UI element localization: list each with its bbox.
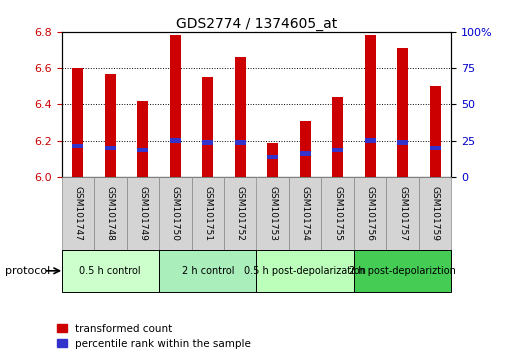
Bar <box>300 121 311 177</box>
Bar <box>137 101 148 177</box>
Bar <box>105 146 116 150</box>
Bar <box>267 143 279 177</box>
Text: 2 h control: 2 h control <box>182 266 234 276</box>
Bar <box>137 148 148 152</box>
Bar <box>62 177 94 250</box>
Text: GSM101751: GSM101751 <box>203 186 212 241</box>
Bar <box>159 177 191 250</box>
Bar <box>332 148 343 152</box>
Bar <box>256 177 289 250</box>
Bar <box>72 68 84 177</box>
Bar <box>202 140 213 145</box>
Bar <box>300 151 311 156</box>
Bar <box>397 140 408 145</box>
Bar <box>332 97 343 177</box>
Text: GSM101756: GSM101756 <box>366 186 374 241</box>
Bar <box>419 177 451 250</box>
Text: GSM101750: GSM101750 <box>171 186 180 241</box>
Bar <box>322 177 354 250</box>
Bar <box>365 138 376 143</box>
Bar <box>105 74 116 177</box>
Bar <box>397 48 408 177</box>
Bar <box>94 177 127 250</box>
Bar <box>289 177 322 250</box>
Bar <box>234 140 246 145</box>
Bar <box>170 138 181 143</box>
Text: GSM101752: GSM101752 <box>236 186 245 241</box>
Bar <box>354 250 451 292</box>
Text: GSM101754: GSM101754 <box>301 186 310 241</box>
Text: GSM101748: GSM101748 <box>106 186 115 241</box>
Title: GDS2774 / 1374605_at: GDS2774 / 1374605_at <box>176 17 337 31</box>
Text: 2 h post-depolariztion: 2 h post-depolariztion <box>349 266 456 276</box>
Text: 0.5 h control: 0.5 h control <box>80 266 141 276</box>
Bar <box>234 57 246 177</box>
Text: GSM101747: GSM101747 <box>73 186 82 241</box>
Bar <box>191 177 224 250</box>
Bar <box>224 177 256 250</box>
Text: GSM101757: GSM101757 <box>398 186 407 241</box>
Text: GSM101753: GSM101753 <box>268 186 277 241</box>
Bar <box>386 177 419 250</box>
Bar <box>429 86 441 177</box>
Text: 0.5 h post-depolarization: 0.5 h post-depolarization <box>244 266 366 276</box>
Bar <box>159 250 256 292</box>
Bar <box>62 250 159 292</box>
Bar <box>354 177 386 250</box>
Text: GSM101759: GSM101759 <box>431 186 440 241</box>
Text: GSM101749: GSM101749 <box>139 186 147 241</box>
Bar <box>127 177 159 250</box>
Legend: transformed count, percentile rank within the sample: transformed count, percentile rank withi… <box>56 324 251 349</box>
Bar <box>202 77 213 177</box>
Bar <box>170 35 181 177</box>
Bar <box>429 146 441 150</box>
Text: protocol: protocol <box>5 266 50 276</box>
Text: GSM101755: GSM101755 <box>333 186 342 241</box>
Bar <box>365 35 376 177</box>
Bar <box>267 155 279 159</box>
Bar <box>72 144 84 148</box>
Bar <box>256 250 354 292</box>
